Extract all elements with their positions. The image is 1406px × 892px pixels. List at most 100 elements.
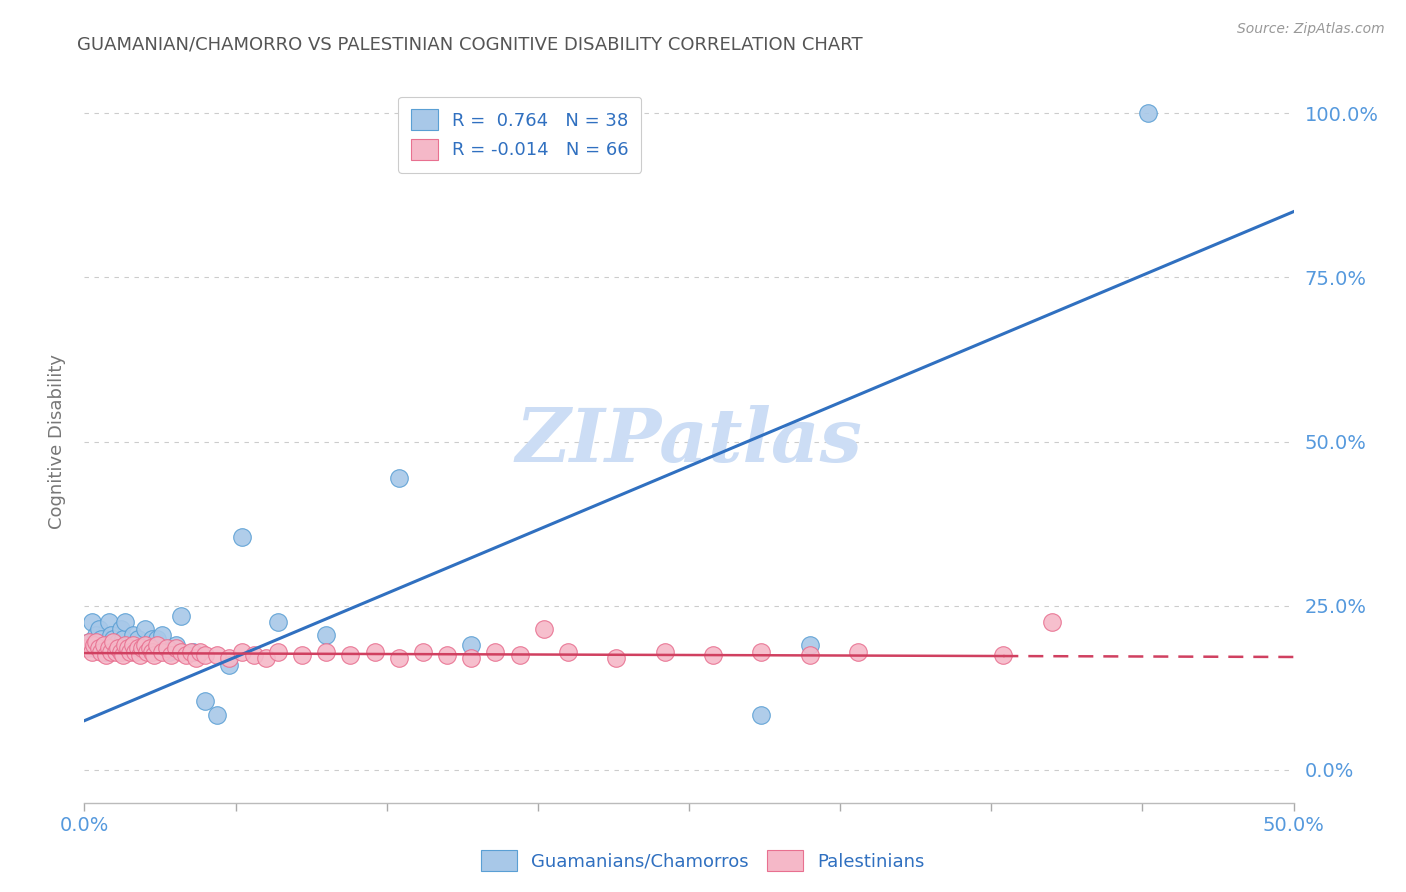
Point [112, 648, 135, 662]
Point [460, 638, 482, 652]
Point [93, 638, 115, 652]
Point [107, 641, 129, 656]
Point [80, 615, 103, 630]
Point [127, 641, 149, 656]
Point [170, 645, 193, 659]
Text: Source: ZipAtlas.com: Source: ZipAtlas.com [1237, 22, 1385, 37]
Point [141, 645, 163, 659]
Point [90, 632, 112, 646]
Point [267, 615, 290, 630]
Point [160, 648, 183, 662]
Point [121, 638, 143, 652]
Point [533, 622, 555, 636]
Point [93, 638, 115, 652]
Point [799, 638, 821, 652]
Point [165, 641, 187, 656]
Point [207, 648, 229, 662]
Point [363, 645, 385, 659]
Point [134, 622, 156, 636]
Point [146, 632, 169, 646]
Point [218, 657, 240, 672]
Point [121, 628, 143, 642]
Point [77, 635, 100, 649]
Point [136, 645, 159, 659]
Point [231, 645, 253, 659]
Point [170, 608, 193, 623]
Point [114, 615, 136, 630]
Point [103, 632, 125, 646]
Point [654, 645, 676, 659]
Point [103, 635, 125, 649]
Point [94, 648, 117, 662]
Point [231, 530, 253, 544]
Point [90, 645, 112, 659]
Point [751, 645, 773, 659]
Point [110, 622, 132, 636]
Point [97, 641, 120, 656]
Point [315, 645, 337, 659]
Point [150, 628, 173, 642]
Point [146, 638, 169, 652]
Point [97, 615, 120, 630]
Point [87, 622, 110, 636]
Legend: Guamanians/Chamorros, Palestinians: Guamanians/Chamorros, Palestinians [474, 843, 932, 879]
Point [138, 641, 160, 656]
Point [339, 648, 361, 662]
Point [180, 645, 202, 659]
Point [315, 628, 337, 642]
Point [87, 641, 110, 656]
Point [1040, 615, 1063, 630]
Point [83, 641, 105, 656]
Point [157, 645, 180, 659]
Point [605, 651, 627, 665]
Legend: R =  0.764   N = 38, R = -0.014   N = 66: R = 0.764 N = 38, R = -0.014 N = 66 [398, 96, 641, 172]
Point [194, 648, 217, 662]
Point [1137, 106, 1160, 120]
Text: GUAMANIAN/CHAMORRO VS PALESTINIAN COGNITIVE DISABILITY CORRELATION CHART: GUAMANIAN/CHAMORRO VS PALESTINIAN COGNIT… [77, 36, 863, 54]
Point [291, 648, 314, 662]
Point [207, 708, 229, 723]
Point [110, 645, 132, 659]
Point [388, 651, 411, 665]
Point [184, 651, 207, 665]
Point [218, 651, 240, 665]
Point [94, 645, 117, 659]
Point [76, 641, 98, 656]
Point [117, 638, 139, 652]
Point [155, 641, 177, 656]
Point [460, 651, 482, 665]
Point [86, 628, 108, 642]
Point [131, 641, 153, 656]
Point [143, 648, 166, 662]
Point [388, 471, 411, 485]
Text: ZIPatlas: ZIPatlas [516, 405, 862, 478]
Point [751, 708, 773, 723]
Point [112, 632, 135, 646]
Point [190, 645, 212, 659]
Point [242, 648, 264, 662]
Point [100, 645, 122, 659]
Point [436, 648, 458, 662]
Point [77, 635, 100, 649]
Point [509, 648, 531, 662]
Point [127, 632, 149, 646]
Point [114, 638, 136, 652]
Point [150, 645, 173, 659]
Point [702, 648, 724, 662]
Point [557, 645, 579, 659]
Point [254, 651, 277, 665]
Point [104, 645, 127, 659]
Point [846, 645, 869, 659]
Point [174, 648, 197, 662]
Point [117, 641, 139, 656]
Y-axis label: Cognitive Disability: Cognitive Disability [48, 354, 66, 529]
Point [80, 645, 103, 659]
Point [412, 645, 434, 659]
Point [120, 645, 142, 659]
Point [134, 638, 156, 652]
Point [86, 635, 108, 649]
Point [165, 638, 187, 652]
Point [141, 632, 163, 646]
Point [129, 648, 152, 662]
Point [267, 645, 290, 659]
